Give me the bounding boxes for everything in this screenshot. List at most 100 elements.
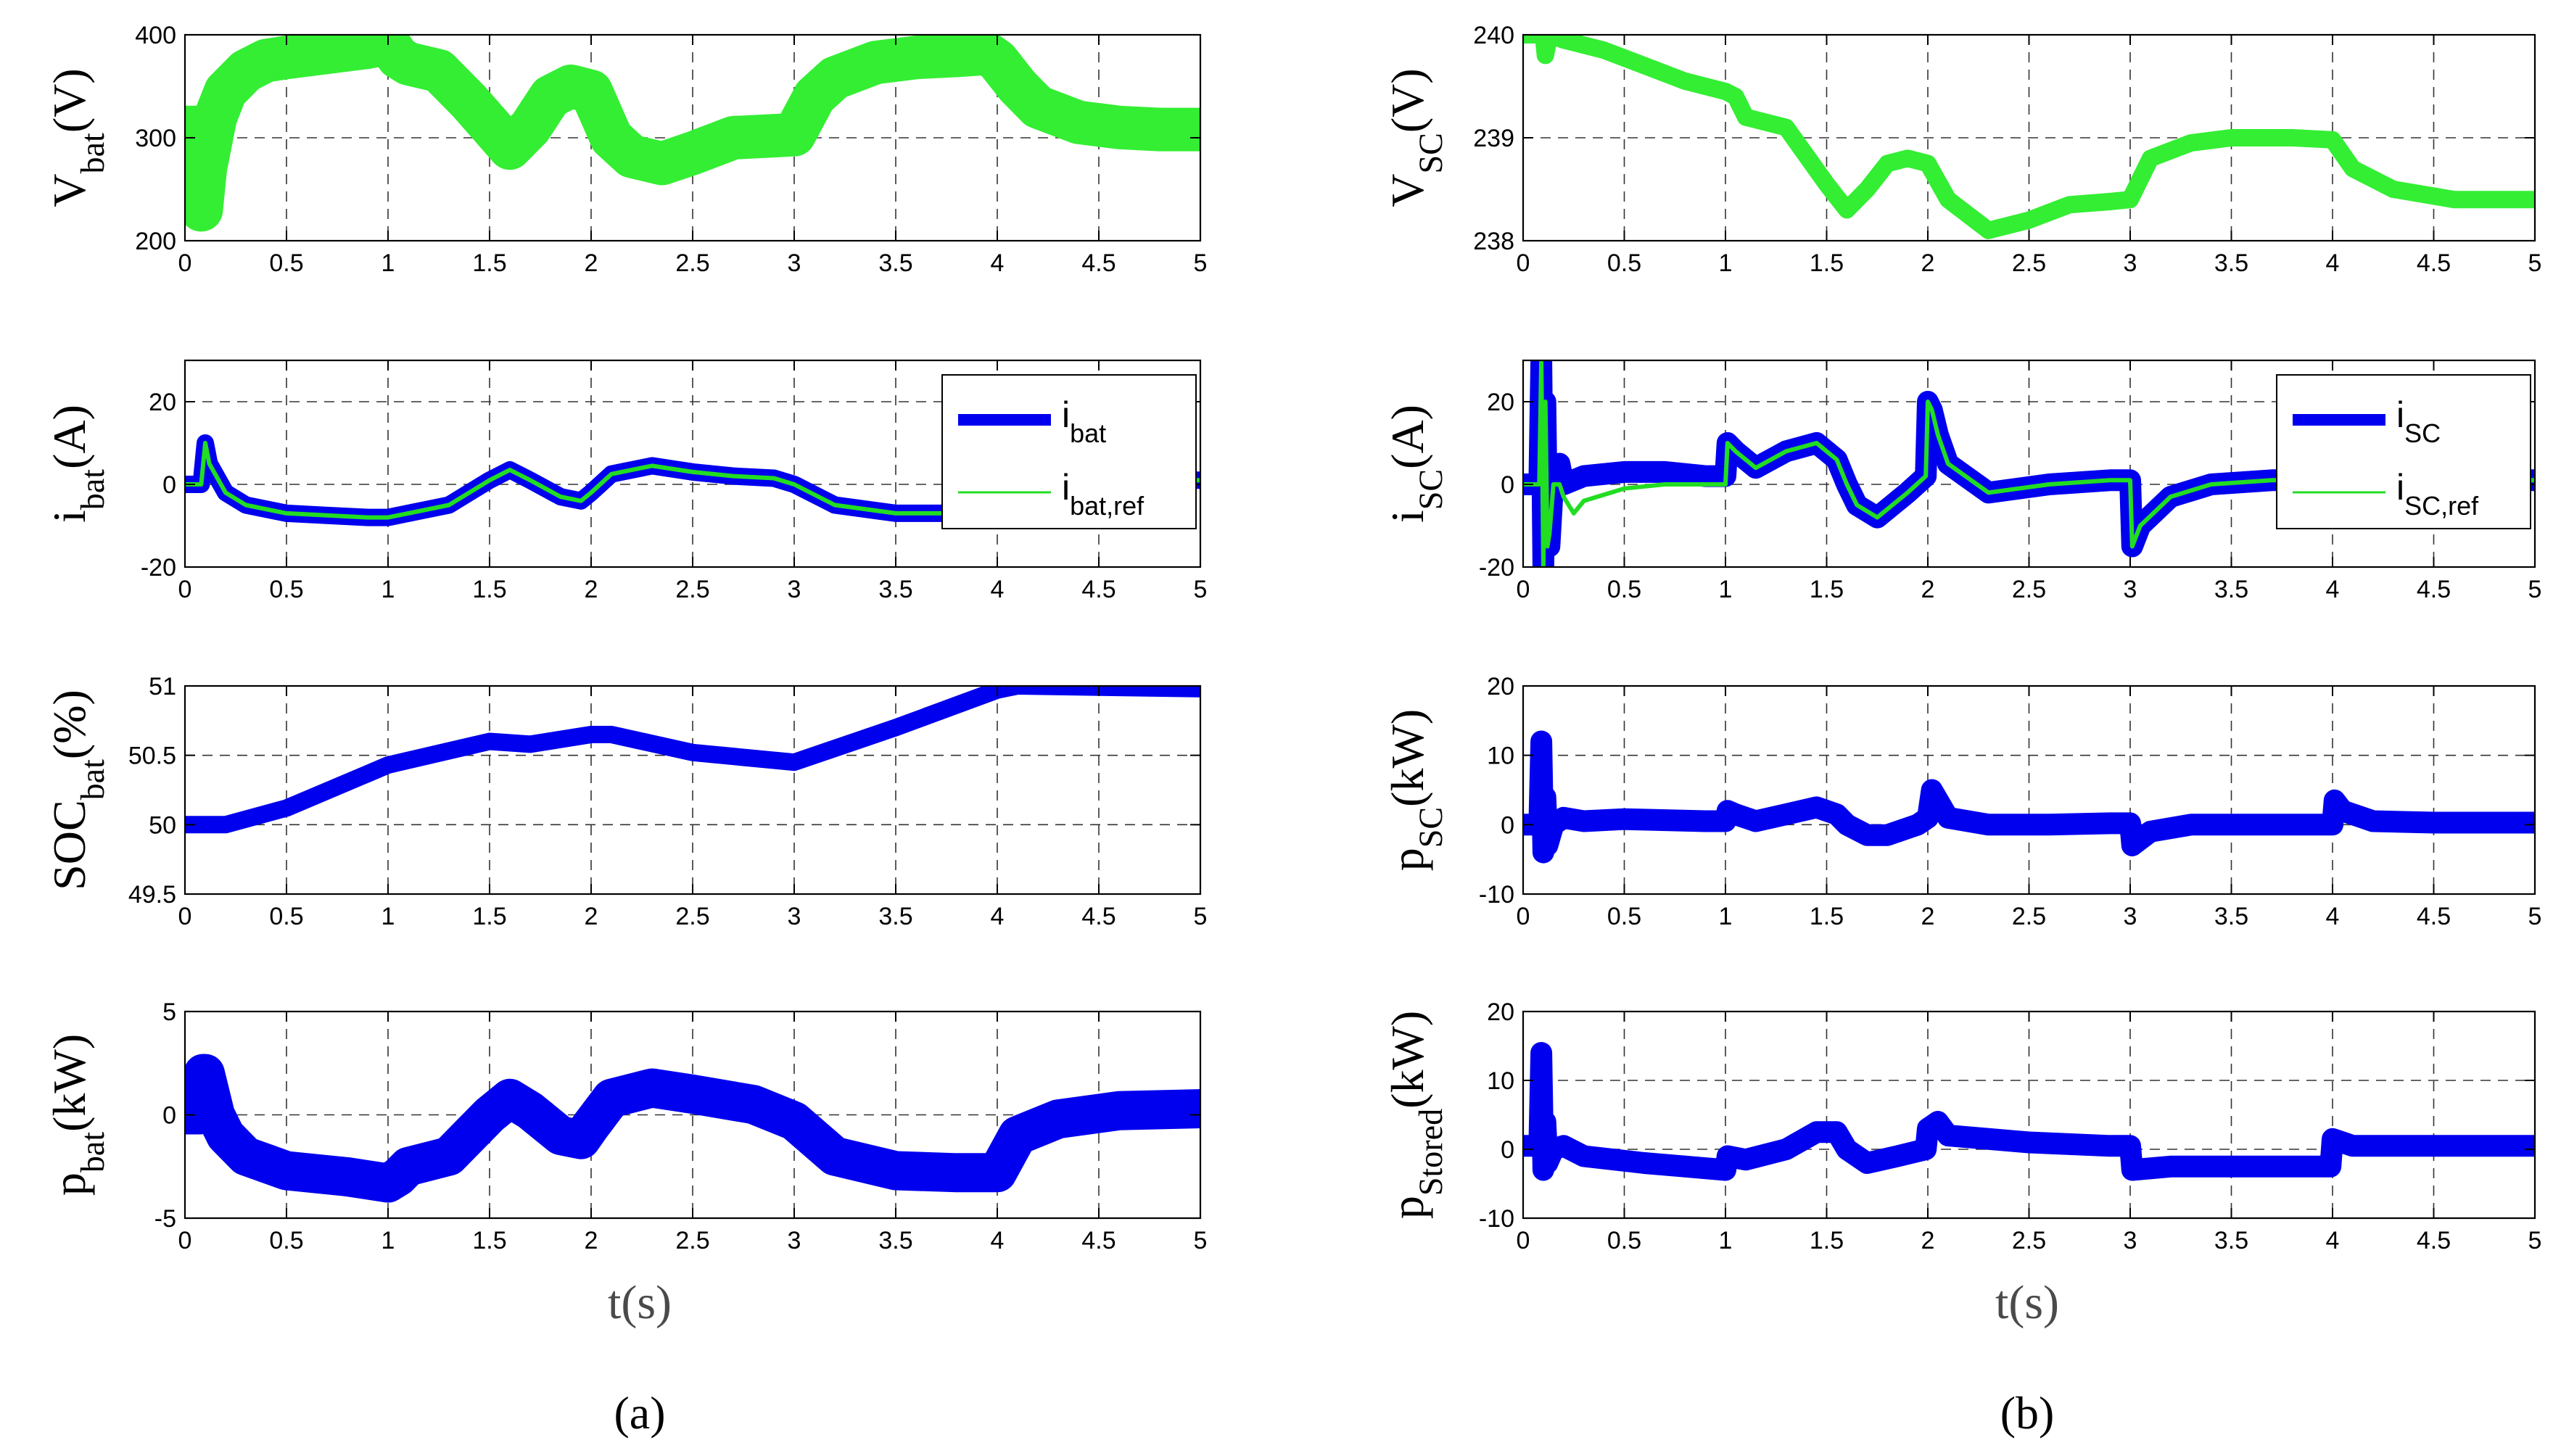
chart-b-4-xtick-label: 0 bbox=[1517, 1227, 1530, 1254]
chart-a-2-xtick-label: 2 bbox=[585, 576, 598, 603]
chart-b-2-ytick-label: 0 bbox=[1501, 471, 1514, 499]
chart-a-4-ytick-label: 0 bbox=[162, 1102, 176, 1130]
chart-b-4-ytick-label: 10 bbox=[1487, 1067, 1514, 1095]
chart-b-2-xtick-label: 4.5 bbox=[2417, 576, 2451, 603]
chart-a-4-xtick-label: 4.5 bbox=[1081, 1227, 1115, 1254]
chart-a-1: 0 0.5 1 1.5 2 2.5 3 3.5 4 4.5 5 200 300 400 Vbat(V) bbox=[44, 22, 1207, 277]
x-axis-label-panel-b: t(s) bbox=[1995, 1276, 2059, 1329]
chart-b-3-xtick-label: 4.5 bbox=[2417, 903, 2451, 930]
chart-a-2-ytick-label: -20 bbox=[141, 554, 176, 582]
chart-b-2-xtick-label: 0 bbox=[1517, 576, 1530, 603]
chart-b-3-xtick-label: 2 bbox=[1921, 903, 1935, 930]
chart-b-3-xtick-label: 5 bbox=[2528, 903, 2542, 930]
chart-b-1-ytick-label: 239 bbox=[1473, 125, 1514, 152]
chart-a-1-xtick-label: 2 bbox=[585, 249, 598, 277]
chart-b-2-series-1 bbox=[1523, 360, 2535, 567]
chart-a-3-xtick-label: 4 bbox=[991, 903, 1005, 930]
chart-a-2-xtick-label: 1 bbox=[382, 576, 395, 603]
chart-a-3-ytick-label: 49.5 bbox=[128, 881, 176, 909]
chart-b-4-xtick-label: 4 bbox=[2326, 1227, 2340, 1254]
chart-a-2-xtick-label: 1.5 bbox=[472, 576, 506, 603]
chart-b-4-ytick-label: 0 bbox=[1501, 1136, 1514, 1164]
chart-a-2-legend-label-0: ibat bbox=[1062, 394, 1106, 448]
chart-b-4-ytick-label: 20 bbox=[1487, 998, 1514, 1026]
chart-b-1-xtick-label: 1 bbox=[1719, 249, 1733, 277]
chart-a-3-y-axis-label: SOCbat(%) bbox=[44, 690, 111, 890]
chart-b-4-xtick-label: 1 bbox=[1719, 1227, 1733, 1254]
chart-b-3-plot-area bbox=[1523, 686, 2535, 894]
chart-a-3: 0 0.5 1 1.5 2 2.5 3 3.5 4 4.5 5 49.5 50 50.5 51 SOCbat(… bbox=[44, 673, 1207, 930]
chart-b-2-xtick-label: 2 bbox=[1921, 576, 1935, 603]
chart-b-2-xtick-label: 3.5 bbox=[2214, 576, 2248, 603]
chart-a-2-y-axis-label: ibat(A) bbox=[44, 405, 111, 523]
chart-a-2-ytick-label: 0 bbox=[162, 471, 176, 499]
chart-a-3-xtick-label: 5 bbox=[1194, 903, 1208, 930]
chart-b-2-ytick-label: -20 bbox=[1479, 554, 1514, 582]
chart-a-3-plot-area bbox=[185, 686, 1200, 894]
chart-a-1-ytick-label: 200 bbox=[135, 228, 176, 255]
chart-a-4-xtick-label: 4 bbox=[991, 1227, 1005, 1254]
chart-b-1-series-0 bbox=[1523, 35, 2535, 239]
chart-b-4-xtick-label: 0.5 bbox=[1607, 1227, 1641, 1254]
chart-b-3-xtick-label: 4 bbox=[2326, 903, 2340, 930]
chart-a-2-xtick-label: 0.5 bbox=[269, 576, 303, 603]
chart-b-4-xtick-label: 3.5 bbox=[2214, 1227, 2248, 1254]
chart-b-2-legend-box bbox=[2276, 374, 2531, 529]
chart-b-1-xtick-label: 5 bbox=[2528, 249, 2542, 277]
chart-b-3-xtick-label: 1.5 bbox=[1810, 903, 1844, 930]
chart-b-4-xtick-label: 5 bbox=[2528, 1227, 2542, 1254]
chart-b-4-xtick-label: 2.5 bbox=[2012, 1227, 2046, 1254]
chart-b-1-xtick-label: 3.5 bbox=[2214, 249, 2248, 277]
chart-a-4-ytick-label: 5 bbox=[162, 998, 176, 1026]
chart-b-2-xtick-label: 1 bbox=[1719, 576, 1733, 603]
chart-a-4-xtick-label: 3 bbox=[788, 1227, 801, 1254]
chart-a-1-y-axis-label: Vbat(V) bbox=[44, 68, 111, 207]
chart-b-2-xtick-label: 4 bbox=[2326, 576, 2340, 603]
chart-a-2-xtick-label: 2.5 bbox=[675, 576, 709, 603]
chart-b-1-ytick-label: 238 bbox=[1473, 228, 1514, 255]
chart-b-1-xtick-label: 4.5 bbox=[2417, 249, 2451, 277]
chart-b-4-xtick-label: 4.5 bbox=[2417, 1227, 2451, 1254]
chart-b-3-series-0 bbox=[1523, 730, 2535, 864]
chart-a-3-ytick-label: 50.5 bbox=[128, 743, 176, 770]
chart-a-2-xtick-label: 5 bbox=[1194, 576, 1208, 603]
chart-b-1-xtick-label: 2.5 bbox=[2012, 249, 2046, 277]
chart-a-4-xtick-label: 1 bbox=[382, 1227, 395, 1254]
chart-b-3-y-axis-label: pSC(kW) bbox=[1382, 709, 1449, 871]
chart-a-1-xtick-label: 0 bbox=[178, 249, 192, 277]
chart-a-1-xtick-label: 0.5 bbox=[269, 249, 303, 277]
chart-b-4-xtick-label: 2 bbox=[1921, 1227, 1935, 1254]
chart-b-3-xtick-label: 3 bbox=[2124, 903, 2137, 930]
chart-a-2-ytick-label: 20 bbox=[149, 389, 176, 416]
chart-b-1-xtick-label: 3 bbox=[2124, 249, 2137, 277]
chart-a-3-xtick-label: 0 bbox=[178, 903, 192, 930]
chart-a-3-xtick-label: 0.5 bbox=[269, 903, 303, 930]
chart-b-1-xtick-label: 4 bbox=[2326, 249, 2340, 277]
chart-b-3-xtick-label: 0.5 bbox=[1607, 903, 1641, 930]
chart-a-2-xtick-label: 3.5 bbox=[878, 576, 912, 603]
chart-b-2-legend-label-0: iSC bbox=[2396, 394, 2441, 448]
chart-b-1: 0 0.5 1 1.5 2 2.5 3 3.5 4 4.5 5 238 239 240 VSC(V) bbox=[1382, 22, 2541, 277]
chart-b-2-xtick-label: 2.5 bbox=[2012, 576, 2046, 603]
chart-b-3-ytick-label: 10 bbox=[1487, 743, 1514, 770]
chart-a-1-xtick-label: 3.5 bbox=[878, 249, 912, 277]
chart-a-1-ytick-label: 300 bbox=[135, 125, 176, 152]
chart-a-1-xtick-label: 1.5 bbox=[472, 249, 506, 277]
chart-a-3-ytick-label: 50 bbox=[149, 811, 176, 839]
chart-b-2-xtick-label: 3 bbox=[2124, 576, 2137, 603]
chart-b-1-ytick-label: 240 bbox=[1473, 22, 1514, 49]
chart-a-3-xtick-label: 2.5 bbox=[675, 903, 709, 930]
chart-b-4-y-axis-label: pStored(kW) bbox=[1382, 1011, 1449, 1219]
chart-a-2-xtick-label: 3 bbox=[788, 576, 801, 603]
chart-a-3-xtick-label: 3 bbox=[788, 903, 801, 930]
chart-b-1-xtick-label: 0.5 bbox=[1607, 249, 1641, 277]
chart-b-4-xtick-label: 3 bbox=[2124, 1227, 2137, 1254]
chart-b-2-ytick-label: 20 bbox=[1487, 389, 1514, 416]
chart-b-4-plot-area bbox=[1523, 1012, 2535, 1218]
chart-a-2-xtick-label: 0 bbox=[178, 576, 192, 603]
